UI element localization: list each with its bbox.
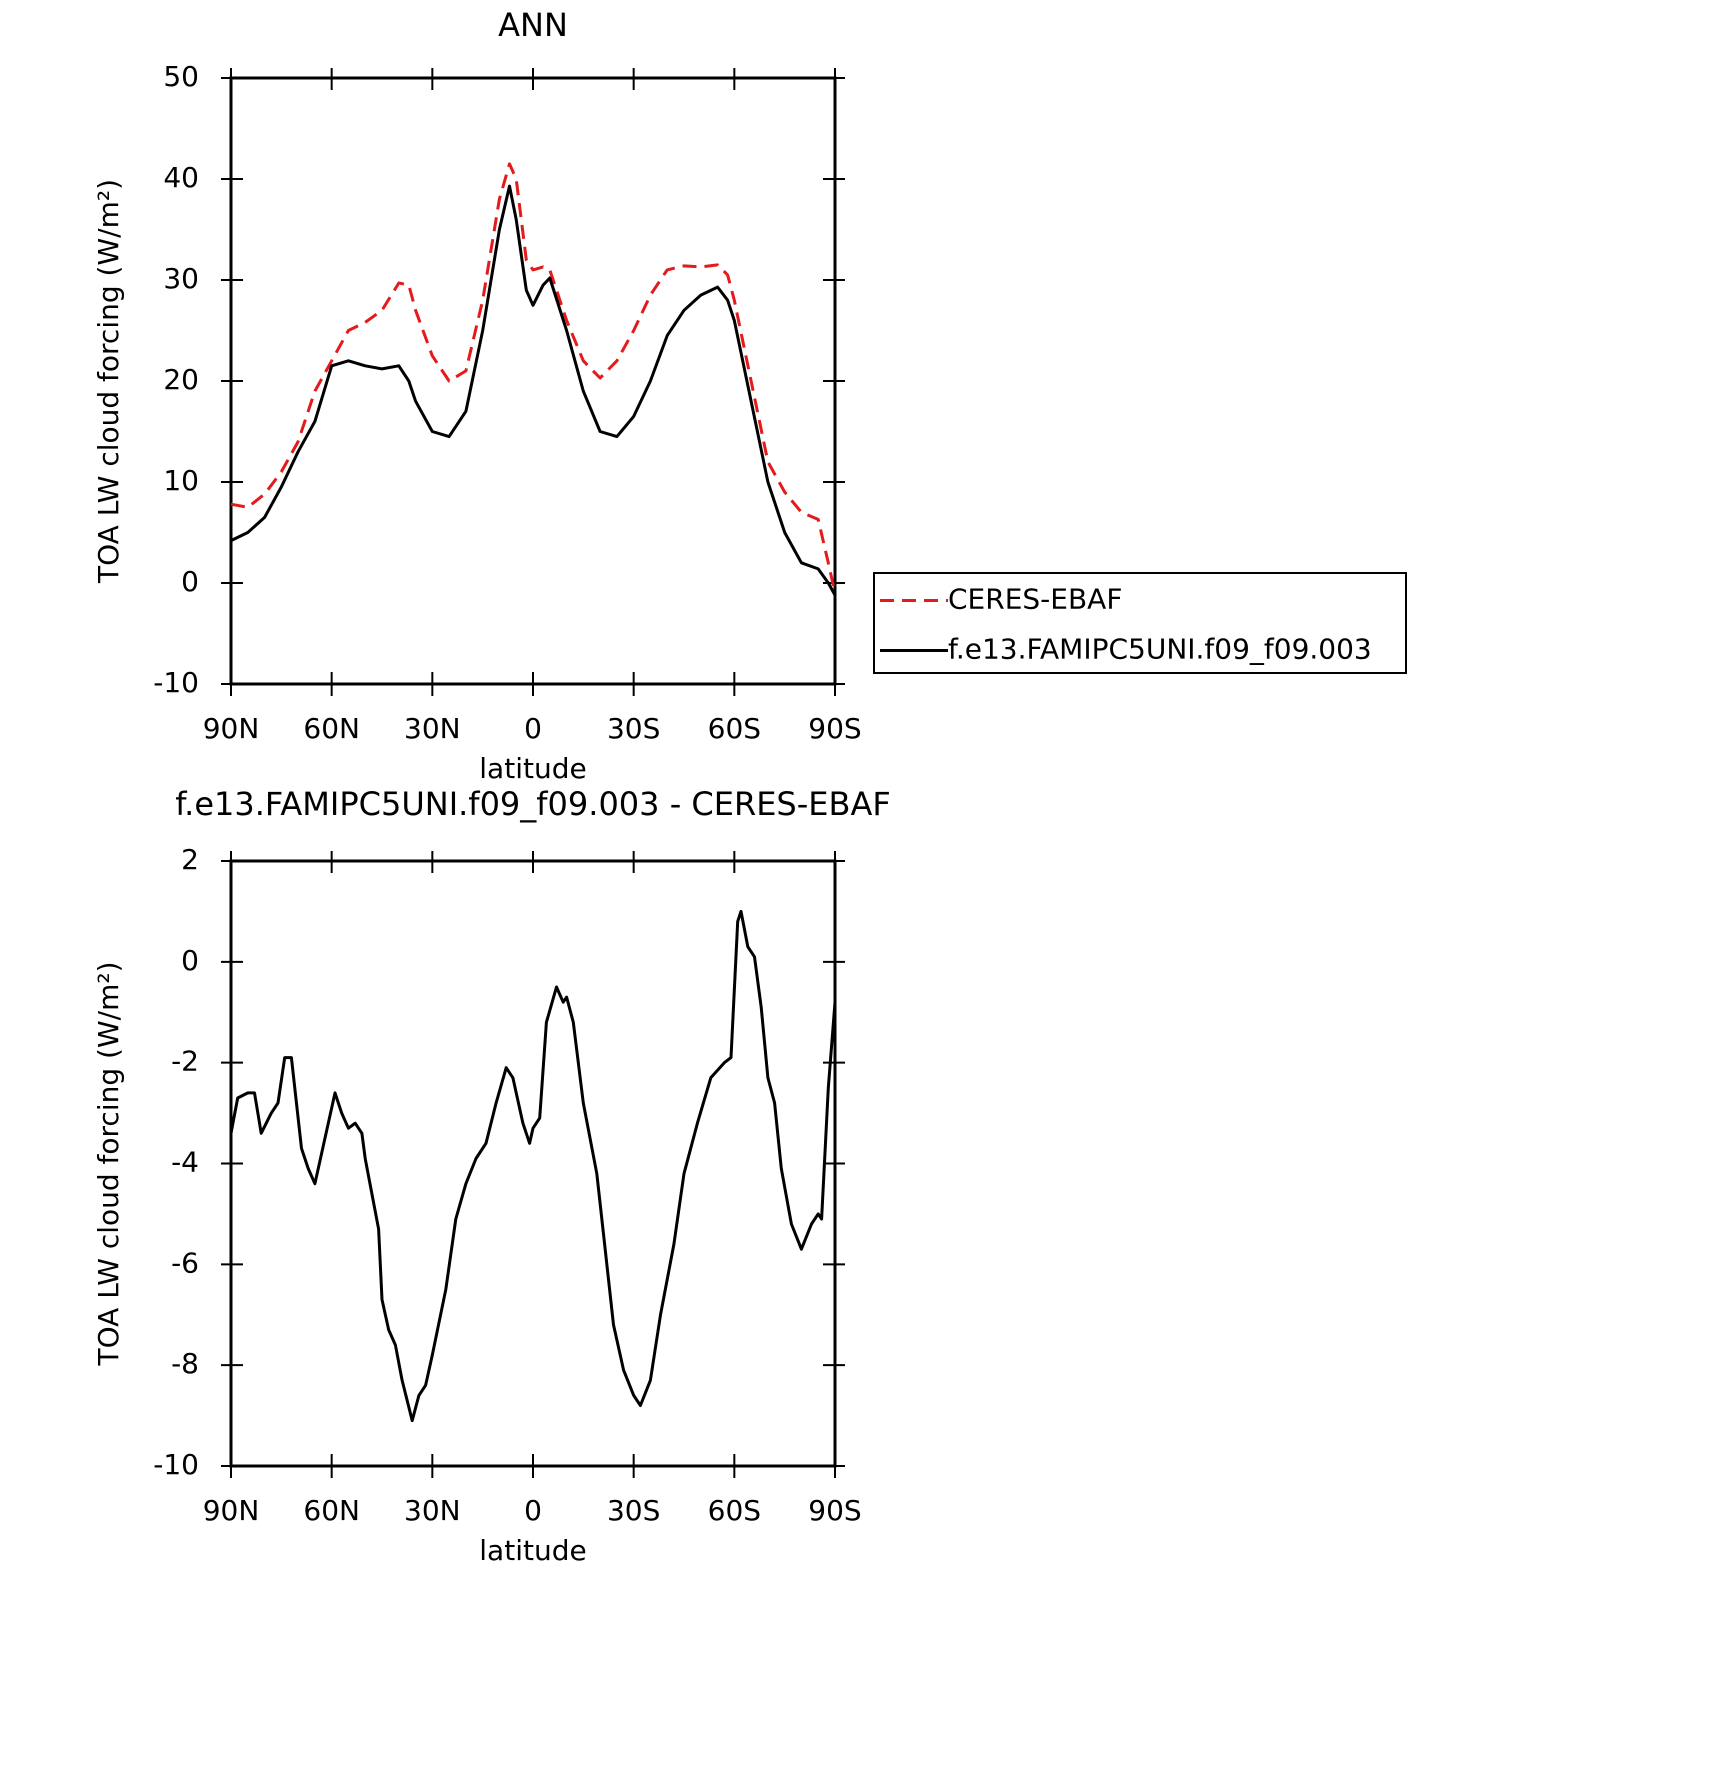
x-tick-label: 30S <box>607 712 660 745</box>
plot-frame <box>229 859 837 1468</box>
y-tick-label: -2 <box>171 1045 199 1078</box>
legend-label: f.e13.FAMIPC5UNI.f09_f09.003 <box>948 633 1372 666</box>
y-tick-label: 30 <box>163 262 199 295</box>
x-tick-label: 60S <box>708 1494 761 1527</box>
y-tick-label: -10 <box>153 1448 199 1481</box>
series-line <box>230 162 837 594</box>
x-tick-label: 90N <box>203 712 260 745</box>
x-tick-label: 0 <box>524 1494 542 1527</box>
x-tick-label: 90S <box>808 1494 861 1527</box>
legend-box <box>873 572 1407 674</box>
x-tick-label: 60S <box>708 712 761 745</box>
x-tick-label: 90N <box>203 1494 260 1527</box>
y-tick-label: 50 <box>163 60 199 93</box>
y-tick-label: 2 <box>181 843 199 876</box>
y-tick-label: 40 <box>163 161 199 194</box>
x-tick-label: 30S <box>607 1494 660 1527</box>
y-tick-label: 10 <box>163 464 199 497</box>
y-tick-label: -4 <box>171 1146 199 1179</box>
chart-title: ANN <box>498 6 568 44</box>
legend-label: CERES-EBAF <box>948 583 1122 616</box>
y-tick-label: 20 <box>163 363 199 396</box>
x-axis-label: latitude <box>479 752 586 785</box>
x-tick-label: 60N <box>303 712 360 745</box>
y-tick-label: -6 <box>171 1246 199 1279</box>
y-tick-label: -8 <box>171 1347 199 1380</box>
series-line <box>230 184 837 596</box>
chart: ANN -10 0 10 20 30 40 50 90N 60N 30N 0 30S 60S 90S lati… <box>92 6 1407 785</box>
x-tick-label: 0 <box>524 712 542 745</box>
y-tick-label: 0 <box>181 565 199 598</box>
y-tick-label: -10 <box>153 666 199 699</box>
x-tick-label: 30N <box>404 712 461 745</box>
x-tick-label: 60N <box>303 1494 360 1527</box>
y-tick-label: 0 <box>181 944 199 977</box>
chart: f.e13.FAMIPC5UNI.f09_f09.003 - CERES-EBA… <box>92 785 891 1567</box>
series-line <box>229 909 837 1423</box>
x-tick-label: 30N <box>404 1494 461 1527</box>
chart-title: f.e13.FAMIPC5UNI.f09_f09.003 - CERES-EBA… <box>175 785 891 823</box>
x-tick-label: 90S <box>808 712 861 745</box>
y-axis-label: TOA LW cloud forcing (W/m²) <box>92 962 125 1367</box>
y-axis-label: TOA LW cloud forcing (W/m²) <box>92 179 125 584</box>
x-axis-label: latitude <box>479 1534 586 1567</box>
